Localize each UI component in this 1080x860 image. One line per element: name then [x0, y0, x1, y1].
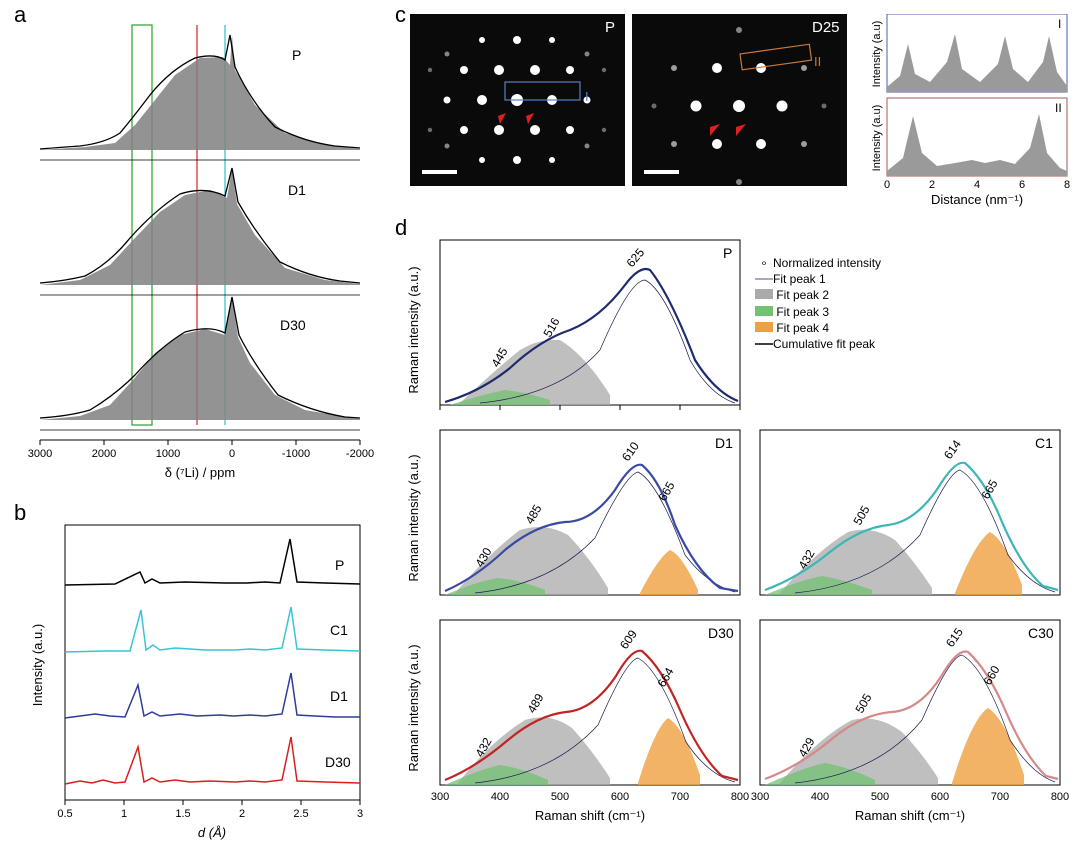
svg-text:Raman intensity (a.u.): Raman intensity (a.u.) [406, 454, 421, 581]
svg-text:1: 1 [121, 808, 127, 820]
svg-text:300: 300 [431, 791, 449, 803]
svg-text:II: II [814, 54, 821, 69]
svg-text:600: 600 [931, 791, 949, 803]
svg-text:505: 505 [850, 503, 872, 528]
panel-d-raman: P 445 516 625 Raman intensity (a.u.) D1 … [400, 230, 1080, 850]
svg-text:625: 625 [624, 245, 648, 270]
panel-c-label: c [395, 2, 406, 28]
svg-text:609: 609 [617, 627, 640, 652]
svg-text:Intensity (a.u): Intensity (a.u) [871, 105, 883, 172]
svg-text:D1: D1 [715, 435, 733, 451]
svg-text:C1: C1 [1035, 435, 1053, 451]
svg-text:665: 665 [655, 479, 677, 504]
svg-text:II: II [1055, 101, 1062, 115]
svg-text:485: 485 [522, 502, 544, 527]
svg-text:300: 300 [751, 791, 769, 803]
svg-text:C1: C1 [330, 622, 348, 638]
svg-text:P: P [605, 19, 615, 36]
svg-text:8: 8 [1064, 179, 1070, 191]
svg-text:516: 516 [540, 315, 562, 340]
svg-text:-1000: -1000 [282, 448, 310, 460]
svg-text:I: I [585, 89, 589, 104]
svg-text:505: 505 [852, 691, 874, 716]
svg-text:4: 4 [974, 179, 980, 191]
svg-text:2000: 2000 [92, 448, 116, 460]
panel-a-nmr: P D1 D30 3000 2000 1000 0 -1000 -2000 δ … [25, 15, 375, 485]
svg-text:0.5: 0.5 [57, 808, 72, 820]
svg-text:2: 2 [929, 179, 935, 191]
svg-text:400: 400 [811, 791, 829, 803]
svg-text:Intensity (a.u.): Intensity (a.u.) [30, 624, 45, 706]
svg-text:1000: 1000 [156, 448, 180, 460]
svg-text:δ (⁷Li) / ppm: δ (⁷Li) / ppm [165, 465, 235, 480]
svg-text:Raman intensity (a.u.): Raman intensity (a.u.) [406, 266, 421, 393]
panel-b-xrd: P C1 D1 D30 0.5 1 1.5 2 2.5 3 d (Å) Inte… [25, 515, 375, 850]
svg-text:P: P [335, 557, 344, 573]
svg-text:-2000: -2000 [346, 448, 374, 460]
svg-text:C30: C30 [1028, 625, 1054, 641]
svg-text:800: 800 [731, 791, 749, 803]
svg-text:600: 600 [611, 791, 629, 803]
svg-text:D30: D30 [325, 754, 351, 770]
svg-text:Intensity (a.u): Intensity (a.u) [871, 21, 883, 88]
svg-text:P: P [292, 47, 301, 63]
svg-text:D1: D1 [288, 182, 306, 198]
svg-text:I: I [1058, 17, 1061, 31]
svg-text:614: 614 [941, 437, 964, 462]
svg-text:Raman intensity (a.u.): Raman intensity (a.u.) [406, 644, 421, 771]
svg-text:d (Å): d (Å) [198, 825, 226, 840]
svg-text:D1: D1 [330, 688, 348, 704]
svg-text:700: 700 [671, 791, 689, 803]
svg-text:Raman shift (cm⁻¹): Raman shift (cm⁻¹) [855, 808, 965, 823]
svg-text:Distance (nm⁻¹): Distance (nm⁻¹) [931, 192, 1023, 207]
svg-text:3: 3 [357, 808, 363, 820]
svg-text:610: 610 [619, 439, 642, 464]
svg-text:1.5: 1.5 [175, 808, 190, 820]
svg-text:D25: D25 [812, 19, 840, 36]
panel-c-saed: I P II D25 I Intensity (a.u) II Intensit… [410, 14, 1070, 209]
svg-text:D30: D30 [708, 625, 734, 641]
svg-text:660: 660 [980, 663, 1002, 688]
svg-text:2.5: 2.5 [293, 808, 308, 820]
svg-text:0: 0 [884, 179, 890, 191]
svg-text:500: 500 [551, 791, 569, 803]
svg-text:2: 2 [239, 808, 245, 820]
svg-text:489: 489 [524, 691, 546, 716]
svg-text:615: 615 [943, 625, 966, 650]
svg-text:Raman shift (cm⁻¹): Raman shift (cm⁻¹) [535, 808, 645, 823]
svg-text:700: 700 [991, 791, 1009, 803]
svg-text:3000: 3000 [28, 448, 52, 460]
svg-text:400: 400 [491, 791, 509, 803]
svg-text:6: 6 [1019, 179, 1025, 191]
svg-text:D30: D30 [280, 317, 306, 333]
svg-text:P: P [723, 245, 732, 261]
svg-text:500: 500 [871, 791, 889, 803]
svg-text:800: 800 [1051, 791, 1069, 803]
svg-text:0: 0 [229, 448, 235, 460]
